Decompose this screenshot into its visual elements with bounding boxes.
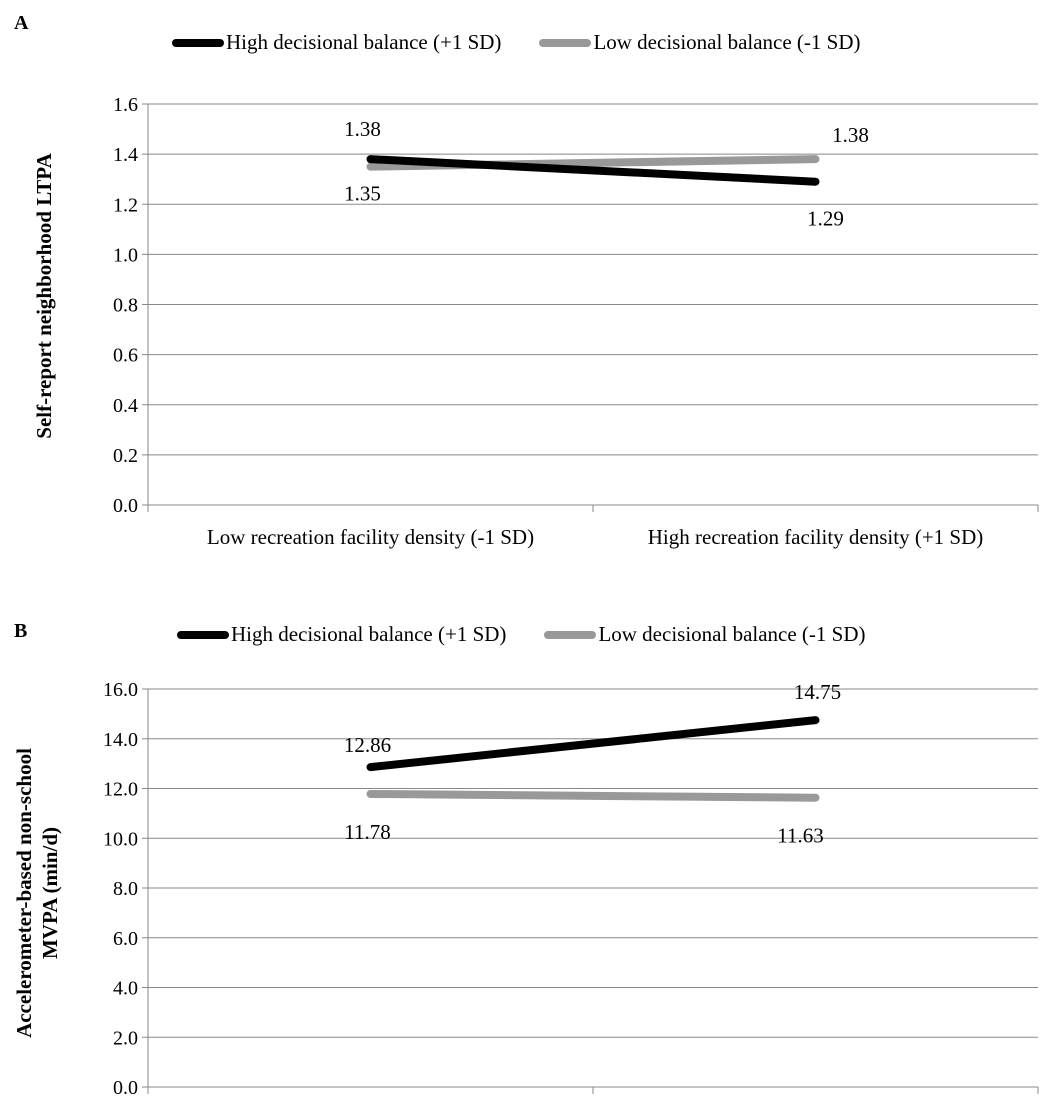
- legend-swatch-high: [172, 38, 224, 47]
- legend-item-low: Low decisional balance (-1 SD): [544, 622, 866, 647]
- data-label: 1.35: [344, 182, 381, 206]
- legend-item-low: Low decisional balance (-1 SD): [539, 30, 861, 55]
- series-line-high: [366, 716, 820, 772]
- x-tick-label: High recreation facility density (+1 SD): [648, 525, 984, 549]
- panel-letter: A: [14, 12, 29, 34]
- legend-swatch-high: [177, 630, 229, 639]
- y-tick-label: 1.6: [113, 94, 138, 116]
- data-label: 14.75: [794, 680, 841, 704]
- chart-panel-a: A High decisional balance (+1 SD) Low de…: [14, 12, 1039, 549]
- panel-letter: B: [14, 620, 28, 642]
- y-tick-label: 12.0: [103, 779, 138, 801]
- legend-label-low: Low decisional balance (-1 SD): [593, 30, 861, 54]
- y-tick-label: 8.0: [113, 878, 138, 900]
- x-tick-label: High walkability (+1 SD): [708, 1107, 923, 1111]
- legend-item-high: High decisional balance (+1 SD): [172, 30, 501, 55]
- data-label: 11.63: [777, 824, 823, 848]
- x-tick-label: Low recreation facility density (-1 SD): [207, 525, 534, 549]
- data-label: 1.38: [344, 117, 381, 141]
- legend: High decisional balance (+1 SD) Low deci…: [172, 30, 899, 55]
- y-tick-label: 0.0: [113, 495, 138, 517]
- series-line-high: [366, 155, 820, 186]
- x-tick-label: Low walkability (-1 SD): [267, 1107, 474, 1111]
- y-tick-label: 0.8: [113, 295, 138, 317]
- y-tick-label: 2.0: [113, 1027, 138, 1049]
- y-tick-label: 4.0: [113, 978, 138, 1000]
- legend-item-high: High decisional balance (+1 SD): [177, 622, 506, 647]
- y-tick-label: 14.0: [103, 729, 138, 751]
- legend-label-high: High decisional balance (+1 SD): [231, 622, 507, 646]
- legend: High decisional balance (+1 SD) Low deci…: [177, 622, 904, 647]
- y-tick-label: 1.4: [113, 144, 138, 166]
- y-tick-label: 0.6: [113, 345, 138, 367]
- data-label: 1.29: [807, 207, 844, 231]
- data-label: 1.38: [832, 123, 869, 147]
- y-tick-label: 10.0: [103, 828, 138, 850]
- legend-swatch-low: [539, 38, 592, 47]
- y-tick-label: 6.0: [113, 928, 138, 950]
- legend-label-low: Low decisional balance (-1 SD): [598, 622, 866, 646]
- y-tick-label: 0.2: [113, 445, 138, 467]
- chart-panel-b: B High decisional balance (+1 SD) Low de…: [0, 560, 1045, 1111]
- y-tick-label: 16.0: [103, 679, 138, 701]
- y-tick-label: 1.2: [113, 194, 138, 216]
- legend-label-high: High decisional balance (+1 SD): [226, 30, 502, 54]
- data-label: 12.86: [344, 733, 391, 757]
- data-label: 11.78: [344, 820, 390, 844]
- y-tick-label: 1.0: [113, 244, 138, 266]
- series-line-low: [366, 789, 820, 802]
- plot-area-b: 0.0 2.0 4.0 6.0 8.0 10.0 12.0 14.0 16.0 Low walka…: [103, 679, 1039, 1111]
- y-tick-label: 0.0: [113, 1077, 138, 1099]
- y-tick-label: 0.4: [113, 395, 138, 417]
- plot-area-a: 0.0 0.2 0.4 0.6 0.8 1.0 1.2 1.4 1.6 Low recreatio…: [113, 94, 1039, 549]
- legend-swatch-low: [544, 630, 597, 639]
